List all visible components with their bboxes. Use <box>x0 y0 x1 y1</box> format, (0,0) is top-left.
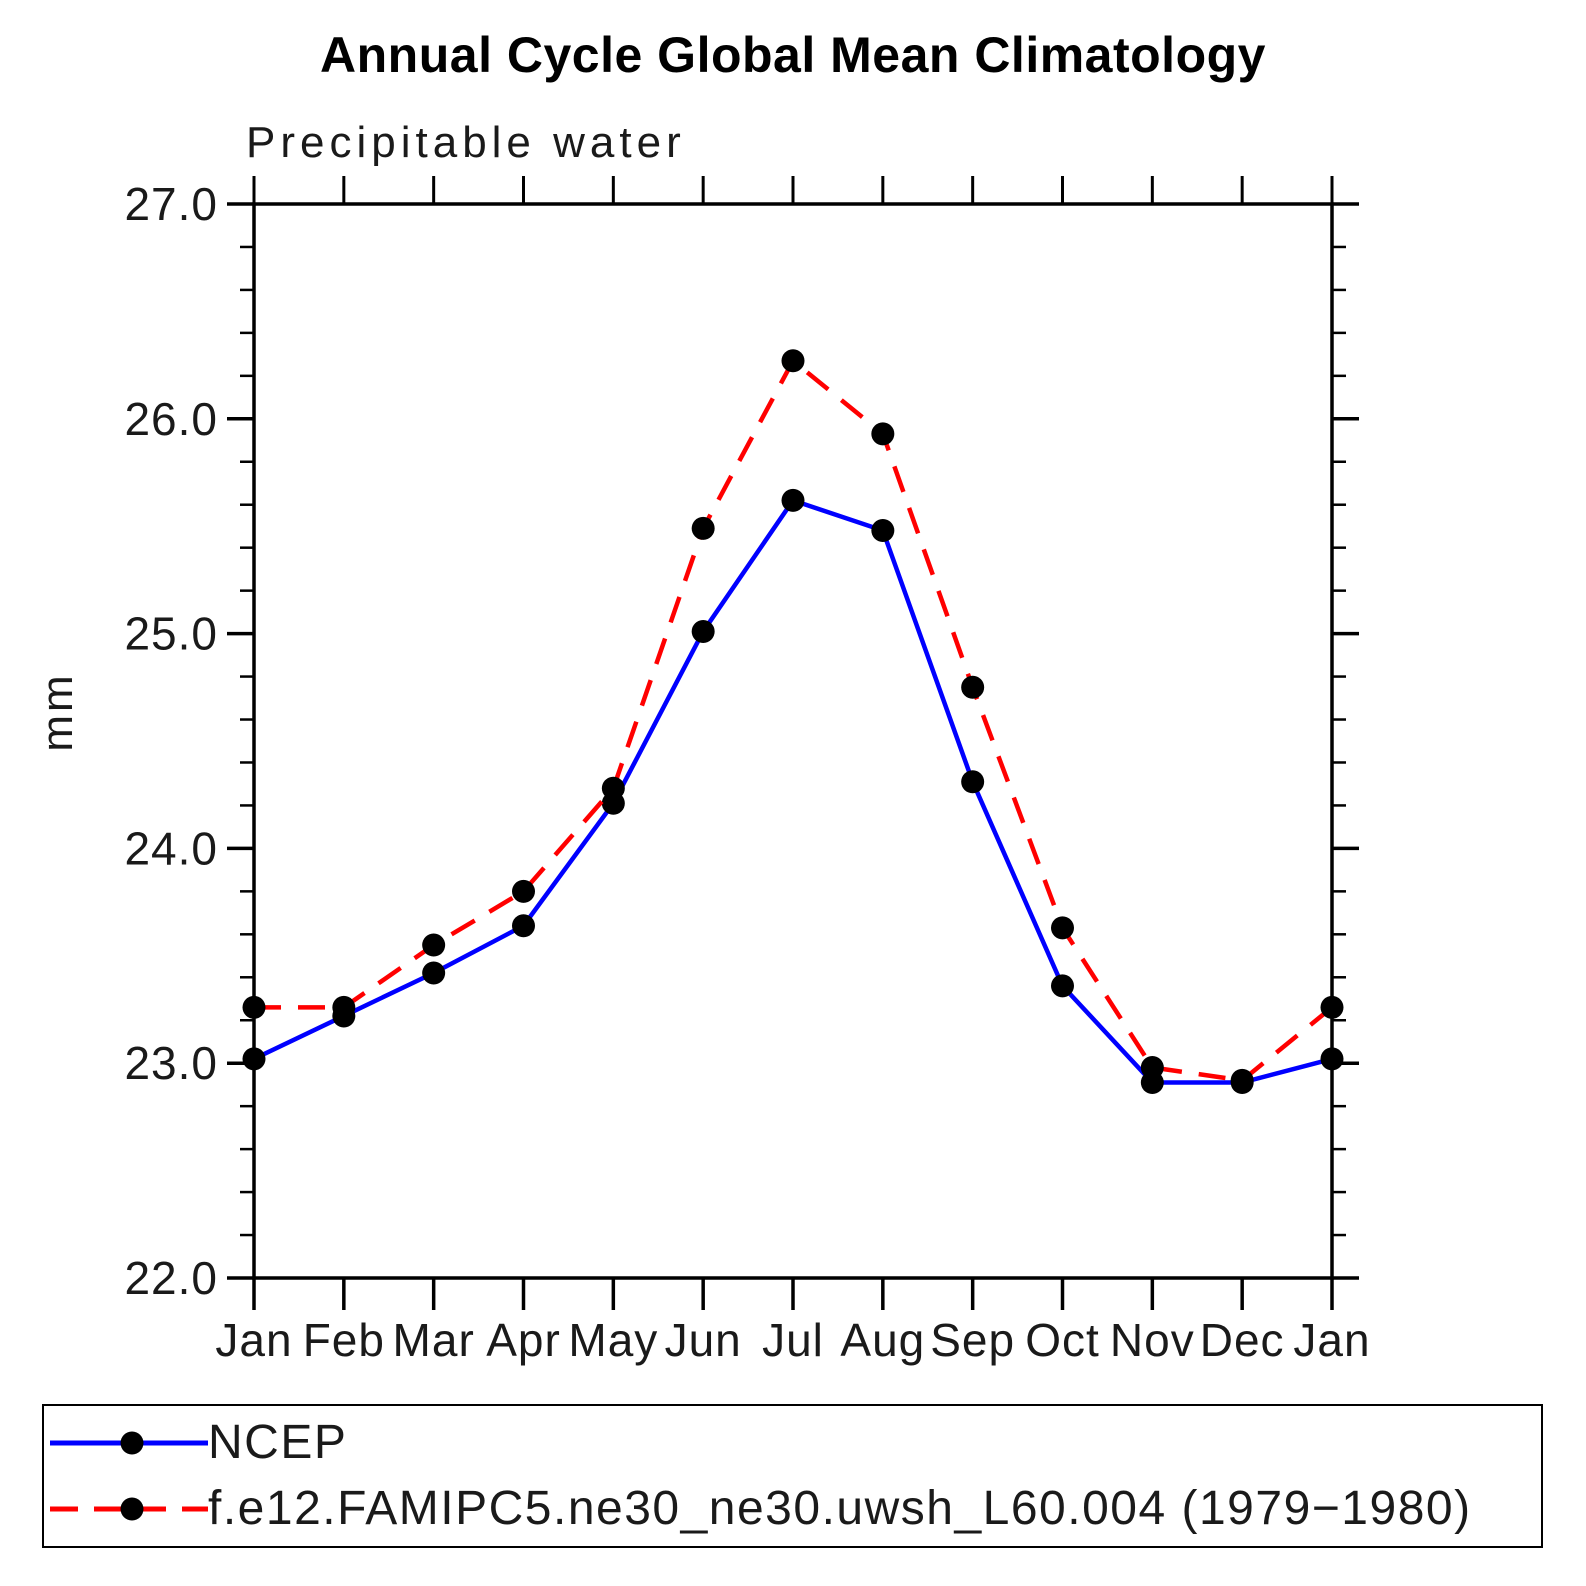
y-tick-label: 24.0 <box>124 822 218 874</box>
x-tick-label: Jan <box>215 1314 292 1366</box>
legend-marker <box>120 1431 144 1455</box>
data-point-marker <box>871 518 895 542</box>
series-line-ncep <box>253 497 1333 1085</box>
data-point-marker <box>961 675 985 699</box>
data-point-marker <box>781 349 805 373</box>
x-tick-label: May <box>568 1314 658 1366</box>
chart-title: Annual Cycle Global Mean Climatology <box>320 27 1266 83</box>
x-tick-label: Mar <box>393 1314 475 1366</box>
legend-line-sample-ncep <box>50 1431 208 1455</box>
x-tick-label: Jan <box>1293 1314 1370 1366</box>
x-tick-label: Feb <box>303 1314 385 1366</box>
legend-box: NCEP f.e12.FAMIPC5.ne30_ne30.uwsh_L60.00… <box>42 1404 1543 1548</box>
data-point-marker <box>512 879 535 903</box>
legend-line-sample-model <box>50 1497 208 1521</box>
y-tick-label: 26.0 <box>124 393 218 445</box>
legend-row: f.e12.FAMIPC5.ne30_ne30.uwsh_L60.004 (19… <box>50 1479 1541 1539</box>
data-point-marker <box>332 995 356 1019</box>
data-point-marker <box>871 422 895 446</box>
data-point-marker <box>691 516 715 540</box>
data-point-marker <box>781 488 805 512</box>
x-tick-label: Aug <box>840 1314 925 1366</box>
data-point-marker <box>242 995 266 1019</box>
y-tick-label: 25.0 <box>124 608 218 660</box>
series-line-model <box>254 357 1334 1083</box>
y-tick-label: 22.0 <box>124 1252 218 1304</box>
x-tick-label: Apr <box>486 1314 561 1366</box>
x-tick-label: Nov <box>1110 1314 1195 1366</box>
data-point-marker <box>1140 1055 1164 1079</box>
data-point-marker <box>422 961 446 985</box>
data-point-marker <box>1051 974 1074 998</box>
data-point-marker <box>961 770 985 794</box>
data-point-marker <box>1320 995 1344 1019</box>
y-tick-label: 23.0 <box>124 1037 218 1089</box>
data-point-marker <box>512 914 535 938</box>
data-point-marker <box>1230 1068 1254 1092</box>
y-tick-label: 27.0 <box>124 178 218 230</box>
data-point-marker <box>1051 916 1074 940</box>
data-point-marker <box>1320 1047 1344 1071</box>
x-tick-label: Jun <box>665 1314 742 1366</box>
legend-label-ncep: NCEP <box>208 1415 348 1469</box>
data-point-marker <box>422 933 446 957</box>
data-point-marker <box>601 776 625 800</box>
legend-row: NCEP <box>50 1413 1541 1473</box>
x-tick-label: Sep <box>930 1314 1015 1366</box>
x-tick-label: Oct <box>1025 1314 1100 1366</box>
chart-subtitle: Precipitable water <box>246 118 686 167</box>
data-point-marker <box>691 619 715 643</box>
legend-label-model: f.e12.FAMIPC5.ne30_ne30.uwsh_L60.004 (19… <box>208 1482 1472 1536</box>
x-tick-label: Jul <box>762 1314 824 1366</box>
data-point-marker <box>242 1047 266 1071</box>
legend-marker <box>120 1497 144 1521</box>
x-tick-label: Dec <box>1200 1314 1285 1366</box>
